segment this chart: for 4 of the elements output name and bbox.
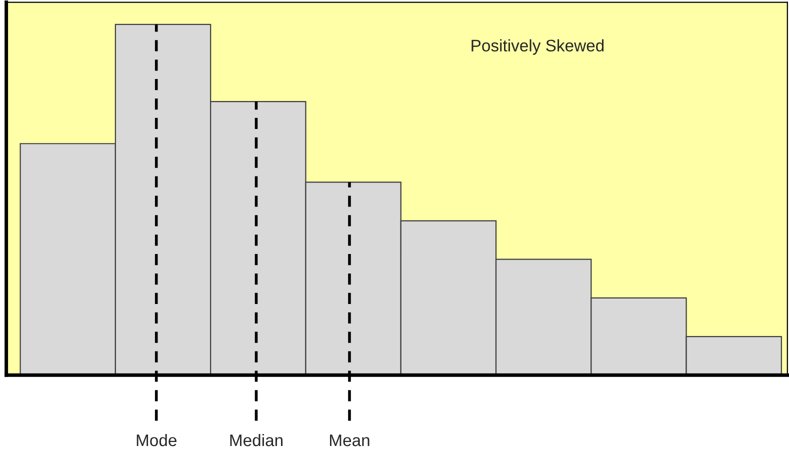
- text: Mean: [330, 434, 370, 446]
- text: Median: [230, 434, 282, 446]
- text: Positively Skewed: [472, 39, 604, 55]
- text: Mode: [136, 434, 176, 446]
